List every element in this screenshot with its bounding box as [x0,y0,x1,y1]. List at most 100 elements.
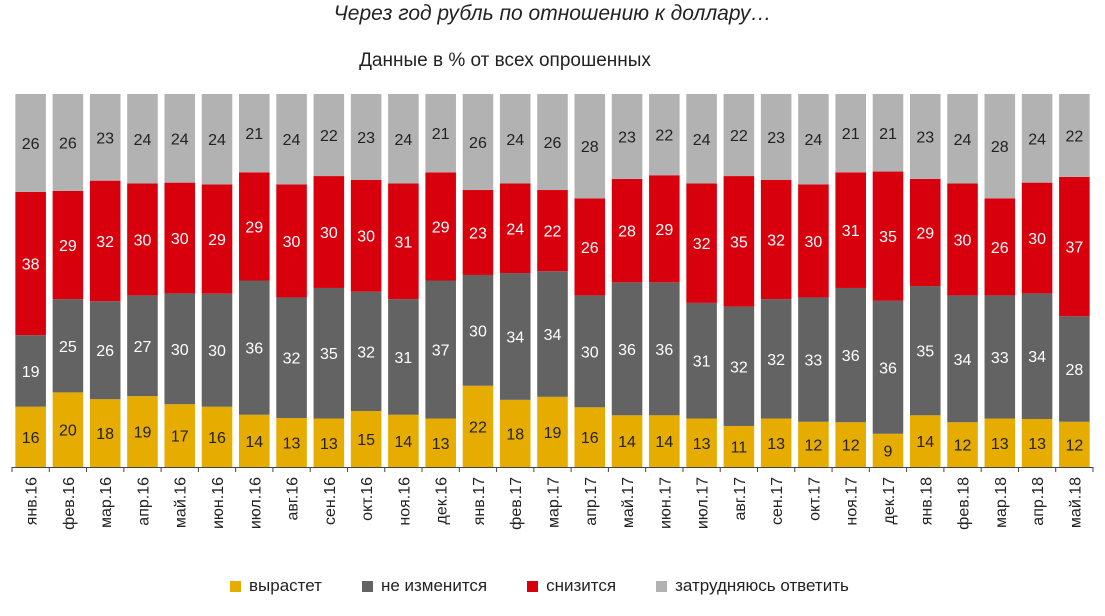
chart-subtitle: Данные в % от всех опрошенных [359,50,651,71]
bar-segment-vyrastet [835,422,866,467]
data-label-snizitsya: 31 [395,234,413,251]
data-label-snizitsya: 29 [916,225,934,242]
data-label-zatrudnyayus: 24 [171,131,189,148]
data-label-zatrudnyayus: 24 [395,132,413,149]
data-label-zatrudnyayus: 26 [469,135,487,152]
data-label-vyrastet: 12 [1065,437,1083,454]
data-label-zatrudnyayus: 28 [991,139,1009,156]
x-tick-label: авг.17 [732,477,749,521]
bar-segment-zatrudnyayus [835,94,866,173]
data-label-ne-izmenitsya: 30 [171,342,189,359]
legend-item-snizitsya: снизится [527,576,616,596]
bar-segment-snizitsya [872,171,904,301]
bar-segment-ne-izmenitsya [350,291,382,412]
data-label-ne-izmenitsya: 28 [1065,362,1083,379]
bar-segment-zatrudnyayus [574,94,606,199]
bar-segment-ne-izmenitsya [313,287,345,419]
bar-segment-snizitsya [611,178,643,283]
data-label-zatrudnyayus: 24 [283,132,301,149]
data-label-vyrastet: 13 [767,436,785,453]
legend-item-vyrastet: вырастет [230,576,322,596]
bar-segment-zatrudnyayus [723,94,755,177]
data-label-zatrudnyayus: 23 [357,130,375,147]
data-label-ne-izmenitsya: 36 [245,341,263,358]
data-label-ne-izmenitsya: 36 [618,342,636,359]
data-label-ne-izmenitsya: 25 [59,339,77,356]
data-label-vyrastet: 20 [59,423,77,440]
bar-segment-vyrastet [15,406,46,467]
bar-segment-snizitsya [164,182,196,294]
data-label-snizitsya: 29 [208,232,226,249]
data-label-snizitsya: 35 [730,234,748,251]
data-label-snizitsya: 30 [1028,231,1046,248]
bar-segment-zatrudnyayus [201,94,233,185]
bar-segment-vyrastet [499,399,531,467]
bar-segment-ne-izmenitsya [537,271,568,397]
data-label-vyrastet: 12 [954,438,972,455]
bar-segment-zatrudnyayus [872,94,904,172]
bar-segment-ne-izmenitsya [1021,293,1053,419]
data-label-snizitsya: 29 [245,219,263,236]
bar-segment-ne-izmenitsya [201,293,233,407]
x-tick-label: мар.17 [546,477,563,528]
data-label-vyrastet: 14 [618,434,636,451]
data-label-vyrastet: 18 [96,426,114,443]
data-label-vyrastet: 17 [171,429,189,446]
bar-segment-zatrudnyayus [1059,94,1090,177]
bar-segment-vyrastet [276,418,307,467]
x-tick-label: фев.18 [956,477,973,530]
bar-segment-snizitsya [798,184,829,298]
data-label-snizitsya: 29 [655,222,673,239]
bar-segment-zatrudnyayus [499,94,531,184]
x-tick-label: мар.18 [993,477,1010,528]
data-label-snizitsya: 37 [1065,240,1083,257]
data-label-zatrudnyayus: 24 [208,132,226,149]
bar-segment-vyrastet [1059,421,1090,467]
x-tick-label: окт.17 [806,477,823,521]
data-label-vyrastet: 13 [991,436,1009,453]
bar-segment-zatrudnyayus [462,94,494,191]
data-label-vyrastet: 12 [842,438,860,455]
bar-segment-ne-izmenitsya [52,299,84,393]
data-label-snizitsya: 29 [59,238,77,255]
bar-segment-vyrastet [909,415,941,467]
legend-label-ne-izmenitsya: не изменится [380,576,488,595]
data-label-snizitsya: 29 [432,219,450,236]
data-label-vyrastet: 11 [731,439,748,456]
bar-segment-vyrastet [686,418,717,467]
data-label-snizitsya: 30 [283,234,301,251]
data-label-ne-izmenitsya: 30 [469,323,487,340]
legend-swatch-vyrastet [230,580,241,592]
data-label-vyrastet: 9 [884,443,893,460]
data-label-ne-izmenitsya: 32 [730,359,748,376]
x-tick-label: сен.16 [322,477,339,525]
data-label-vyrastet: 16 [22,430,40,447]
bar-segment-ne-izmenitsya [462,274,494,386]
data-label-snizitsya: 30 [320,225,338,242]
data-label-ne-izmenitsya: 32 [283,351,301,368]
x-tick-label: июн.16 [210,477,227,529]
bar-segment-zatrudnyayus [984,94,1016,199]
x-tick-label: фев.17 [508,477,525,530]
x-tick-label: апр.18 [1030,477,1047,526]
data-label-vyrastet: 16 [581,430,599,447]
bar-segment-snizitsya [1059,176,1090,317]
data-label-zatrudnyayus: 22 [1065,128,1083,145]
bar-segment-snizitsya [462,190,494,275]
bar-segment-ne-izmenitsya [984,295,1016,419]
bar-segment-ne-izmenitsya [909,286,941,416]
bar-segment-ne-izmenitsya [388,299,419,415]
data-label-snizitsya: 30 [954,232,972,249]
data-label-snizitsya: 31 [842,223,860,240]
legend-item-ne-izmenitsya: не изменится [361,576,488,596]
bar-segment-zatrudnyayus [1021,94,1053,183]
bar-segment-ne-izmenitsya [239,280,270,415]
data-label-zatrudnyayus: 21 [432,126,450,143]
bar-segment-zatrudnyayus [425,94,456,173]
bar-segment-ne-izmenitsya [947,295,978,423]
data-label-vyrastet: 14 [245,434,263,451]
bar-segment-snizitsya [909,178,941,287]
data-label-vyrastet: 14 [916,434,934,451]
bar-segment-snizitsya [499,183,531,274]
